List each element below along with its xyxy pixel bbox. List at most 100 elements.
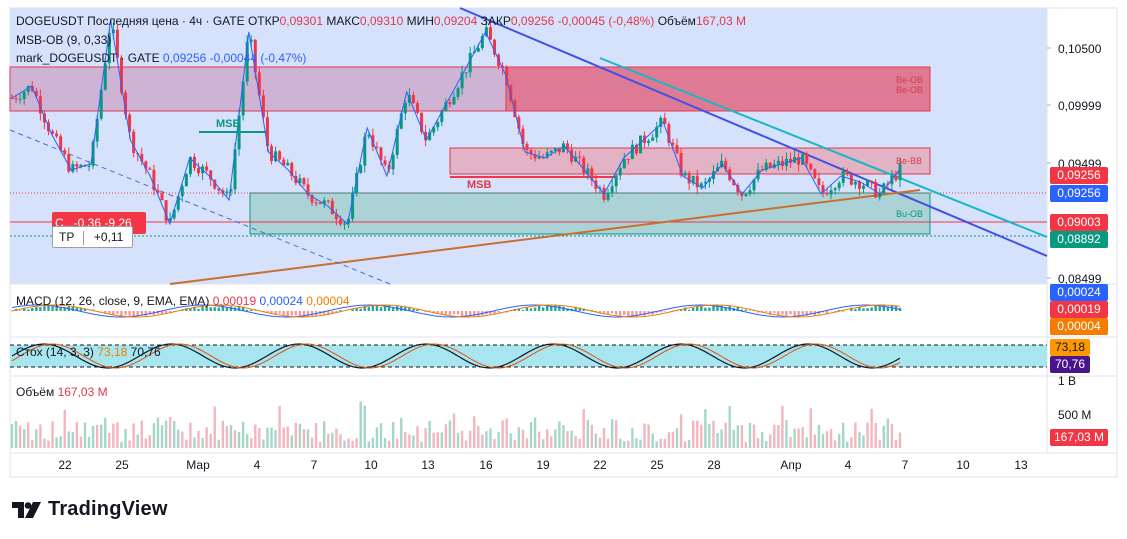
volume-bar xyxy=(550,436,553,448)
volume-bar xyxy=(144,438,148,448)
candle-body xyxy=(367,135,371,137)
volume-bar xyxy=(781,405,784,448)
macd-legend[interactable]: MACD (12, 26, close, 9, EMA, EMA) 0,0001… xyxy=(16,294,350,308)
candle-body xyxy=(436,122,440,128)
stoch-legend[interactable]: Стох (14, 3, 3) 73,18 70,76 xyxy=(16,345,161,359)
macd-histogram-bar xyxy=(181,310,184,311)
trendline-cyan xyxy=(599,57,1048,238)
candle-body xyxy=(140,154,144,162)
volume-legend[interactable]: Объём 167,03 M xyxy=(16,385,108,399)
candle-body xyxy=(626,158,630,160)
candle-body xyxy=(95,118,99,142)
be-ob-label-2: Be-OB xyxy=(896,85,924,95)
volume-bar xyxy=(35,429,38,448)
volume-bar xyxy=(712,420,715,448)
candle-body xyxy=(63,150,67,155)
time-axis-label: 25 xyxy=(115,458,129,472)
volume-bar xyxy=(428,420,431,448)
macd-histogram-bar xyxy=(882,305,885,311)
candle-body xyxy=(521,128,525,145)
msb-ob-legend[interactable]: MSB-OB (9, 0,33) xyxy=(16,33,112,47)
candle-body xyxy=(257,72,261,96)
macd-histogram-bar xyxy=(379,307,383,311)
zigzag-line xyxy=(11,19,901,226)
volume-bar xyxy=(87,436,91,448)
macd-histogram-bar xyxy=(740,309,744,311)
time-axis-label: 19 xyxy=(536,458,550,472)
candle-body xyxy=(164,200,168,221)
macd-histogram-bar xyxy=(854,309,857,311)
volume-bar xyxy=(473,416,476,448)
volume-bar xyxy=(371,437,375,448)
candle-body xyxy=(326,200,330,202)
candle-body xyxy=(314,202,318,204)
volume-bar xyxy=(136,434,139,448)
candle-body xyxy=(184,174,188,187)
stoch-band xyxy=(10,345,1047,367)
volume-bar xyxy=(193,437,196,448)
price-tag-close: 0,09256 xyxy=(1050,167,1108,184)
volume-bar xyxy=(655,441,658,448)
volume-bar xyxy=(18,425,22,448)
candle-body xyxy=(614,175,618,187)
macd-title: MACD (12, 26, close, 9, EMA, EMA) xyxy=(16,294,210,308)
candle-body xyxy=(797,157,801,165)
volume-bar xyxy=(801,427,804,448)
volume-bar xyxy=(696,420,699,448)
volume-bar xyxy=(858,432,861,448)
macd-histogram-bar xyxy=(363,305,366,311)
macd-histogram-bar xyxy=(266,311,269,313)
interval[interactable]: 4ч xyxy=(189,14,203,28)
volume-bar xyxy=(27,422,30,448)
candle-body xyxy=(517,116,521,129)
tradingview-logo[interactable]: TradingView xyxy=(12,498,168,521)
candle-body xyxy=(261,95,265,118)
bu-ob-zone xyxy=(249,192,931,235)
candle-body xyxy=(509,85,513,101)
candle-body xyxy=(805,153,809,164)
candle-body xyxy=(119,57,123,93)
volume-bar xyxy=(229,425,233,448)
volume-bar xyxy=(850,437,853,448)
macd-histogram-bar xyxy=(460,311,464,318)
macd-histogram-bar xyxy=(497,311,500,313)
macd-histogram-bar xyxy=(209,307,212,311)
take-profit-badge[interactable]: TP +0,11 xyxy=(52,226,133,248)
candle-body xyxy=(663,117,667,125)
macd-histogram-bar xyxy=(773,311,776,313)
volume-bar xyxy=(213,406,216,448)
volume-bar xyxy=(464,440,468,448)
candle-body xyxy=(379,147,383,161)
volume-bar xyxy=(700,424,703,448)
candle-body xyxy=(188,156,192,175)
candle-body xyxy=(399,113,403,129)
candle-body xyxy=(99,89,103,119)
volume-bar xyxy=(821,434,825,448)
volume-bar xyxy=(870,408,873,448)
volume-bar xyxy=(736,425,740,448)
volume-bar xyxy=(152,423,156,448)
macd-histogram-bar xyxy=(825,311,829,314)
volume-bar xyxy=(485,431,488,448)
volume-bar xyxy=(294,422,298,448)
volume-bars xyxy=(10,401,902,448)
volume-bar xyxy=(104,417,107,448)
symbol-name[interactable]: DOGEUSDT xyxy=(16,14,84,28)
volume-bar xyxy=(740,425,744,448)
macd-histogram-bar xyxy=(554,304,557,311)
mark-price-legend[interactable]: mark_DOGEUSDT · GATE 0,09256 -0,00044 (-… xyxy=(16,51,306,65)
volume-bar xyxy=(570,430,573,448)
volume-bar xyxy=(582,409,585,448)
macd-histogram-bar xyxy=(700,306,703,311)
candle-body xyxy=(655,126,659,138)
volume-bar xyxy=(773,424,776,448)
candle-body xyxy=(829,190,833,195)
macd-histogram-bar xyxy=(631,311,634,318)
macd-histogram-bar xyxy=(51,306,54,311)
candle-body xyxy=(286,162,290,166)
macd-histogram-bar xyxy=(355,307,358,311)
volume-bar xyxy=(391,421,395,448)
volume-bar xyxy=(420,441,423,448)
macd-histogram-bar xyxy=(367,306,371,311)
